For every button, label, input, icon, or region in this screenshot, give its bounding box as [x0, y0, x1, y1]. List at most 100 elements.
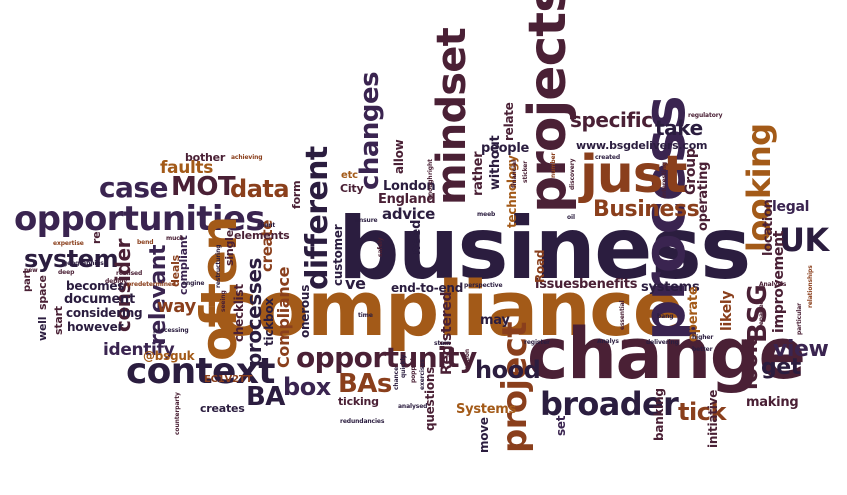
word-view: view [773, 337, 829, 362]
word-client: client [257, 222, 276, 229]
word-MOT: MOT [171, 172, 236, 202]
word-number: number [550, 152, 557, 178]
word-take: take [655, 116, 703, 140]
word-notion: notion [464, 349, 471, 370]
word-realised: realised [116, 270, 143, 277]
word-processing: processing [153, 327, 189, 334]
word-repaired: repaired [758, 300, 765, 328]
word-box: box [283, 373, 331, 401]
word-tickbox: tickbox [262, 298, 276, 346]
word-interesting: interesting [661, 161, 668, 198]
word-achieving: achieving [231, 154, 263, 161]
word-much: much [166, 235, 184, 242]
word-Analys: Analys [597, 338, 619, 345]
word-changes: changes [355, 71, 385, 190]
word-London: London [383, 179, 436, 194]
word-stain: stain [434, 340, 451, 347]
word-opportunity: opportunity [296, 341, 477, 374]
word-banking: banking [652, 388, 666, 441]
word-space: space [36, 275, 49, 310]
word-UK: UK [779, 221, 829, 259]
word-however: however [67, 320, 124, 334]
word-higher: higher [692, 334, 714, 341]
word-essential: essential [619, 300, 626, 330]
word-elements: elements [234, 229, 290, 242]
word-engine: engine [182, 280, 205, 287]
word-enough: enough [427, 175, 434, 200]
word-Road: Road [533, 249, 547, 283]
word-different: different [300, 146, 335, 290]
word-Analysis: Analysis [759, 281, 787, 288]
word-analysed: analysed [398, 403, 428, 410]
word-bang: bang [657, 313, 674, 320]
word-set: set [554, 415, 568, 436]
word-hood: hood [475, 356, 541, 384]
word-sticker: sticker [522, 160, 529, 183]
word-customer: customer [331, 224, 345, 286]
word-meeb: meeb [477, 211, 496, 218]
word-considering: considering [66, 306, 143, 320]
word-rather: rather [471, 151, 486, 196]
word-well: well [36, 316, 49, 341]
word-look: look [738, 339, 763, 390]
word-predetermined: predetermined [127, 281, 176, 288]
word-operating: operating [696, 161, 711, 231]
word-geographies: geographies [63, 260, 104, 267]
word-etc: etc [341, 170, 358, 181]
word-tick: tick [678, 398, 726, 426]
word-relationships: relationships [807, 265, 814, 308]
word-specific: specific [570, 108, 653, 132]
word-issues: issues [535, 277, 580, 292]
word-redundancies: redundancies [340, 418, 385, 425]
word-EC1V2TT: EC1V2TT [204, 374, 253, 385]
word-mindset: mindset [429, 28, 475, 205]
word-deploy: deploy [105, 278, 128, 285]
word-restructuring: restructuring [215, 244, 222, 288]
word-particular: particular [796, 303, 803, 335]
word-start: start [52, 306, 65, 335]
word-register: register [524, 339, 550, 346]
word-ve: ve [345, 274, 366, 293]
word-seeing: seeing [220, 290, 227, 312]
word-BA: BA [246, 382, 285, 412]
word-quickly: quickly [400, 354, 407, 378]
word-move: move [477, 417, 491, 453]
word-bend: bend [137, 239, 154, 246]
word-created: created [595, 154, 621, 161]
word-systems: systems [641, 280, 700, 295]
word-case: case [99, 171, 168, 204]
word-time: time [358, 312, 373, 319]
word-advice: advice [382, 205, 436, 223]
word-popped: popped [410, 358, 417, 383]
word-context: context [126, 351, 275, 392]
word-form: form [290, 180, 303, 209]
word-new: new [24, 267, 38, 274]
word-bother: bother [185, 151, 226, 164]
word-onerous: onerous [298, 284, 312, 338]
word-creates: creates [200, 402, 245, 415]
word-projects: projects [518, 0, 578, 213]
word-delivering: delivering [646, 339, 679, 346]
word-oil: oil [567, 214, 575, 221]
word-discovery: discovery [569, 158, 576, 190]
word-business: business [338, 199, 751, 299]
word-checklist: checklist [232, 284, 246, 342]
word-England: England [378, 192, 436, 207]
word-right: right [427, 159, 434, 175]
word-opportunities: opportunities [14, 199, 266, 239]
word-re: re [90, 231, 103, 244]
word-ticking: ticking [338, 395, 379, 408]
word-becomes: becomes [66, 279, 125, 293]
word-regulatory: regulatory [688, 112, 723, 119]
word-data: data [230, 175, 290, 203]
word-way: way [157, 296, 196, 317]
word-compliance: compliance [213, 264, 684, 353]
word-financial: financial [511, 160, 518, 188]
word-City: City [340, 182, 364, 195]
word-relate: relate [502, 102, 516, 141]
word-get: get [761, 355, 801, 380]
word-system: system [24, 245, 119, 273]
word-broader: broader [540, 385, 679, 423]
word-need: need [409, 219, 424, 255]
